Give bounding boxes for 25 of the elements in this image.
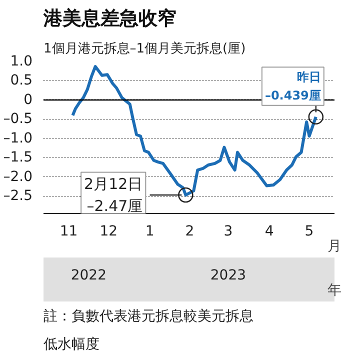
x-tick-label: 4: [264, 224, 274, 240]
x-axis-title: 月: [328, 238, 342, 254]
x-tick-label: 11: [60, 224, 78, 240]
x-tick-label: 12: [100, 224, 118, 240]
text: 註：負數代表港元拆息較美元拆息: [44, 308, 254, 324]
y-tick-label: –1.0: [3, 130, 32, 146]
x-tick-label: 3: [224, 224, 233, 240]
x-tick-label: 1: [145, 224, 154, 240]
y-tick-label: –1.5: [3, 150, 32, 166]
text: 低水幅度: [44, 336, 100, 352]
annotation: 昨日 –0.439厘: [264, 70, 321, 102]
y-tick-label: 1.0: [10, 54, 32, 70]
x2-tick-label: 2022: [70, 268, 107, 284]
y-tick-label: 0: [24, 92, 33, 108]
y-tick-label: 0.5: [10, 72, 32, 89]
x2-axis-title: 年: [328, 282, 342, 298]
x-tick-label: 5: [304, 224, 314, 240]
x2-tick-label: 2023: [210, 268, 246, 284]
chart-title: 港美息差急收窄: [42, 8, 176, 30]
chart-subtitle: 1個月港元拆息–1個月美元拆息(厘): [44, 40, 246, 56]
x-tick-label: 2: [185, 224, 194, 240]
y-tick-label: –2.5: [3, 188, 32, 204]
annotation: 2月12日 –2.47厘: [84, 175, 143, 215]
y-tick-label: –2.0: [3, 168, 32, 185]
y-tick-label: –0.5: [3, 111, 32, 128]
